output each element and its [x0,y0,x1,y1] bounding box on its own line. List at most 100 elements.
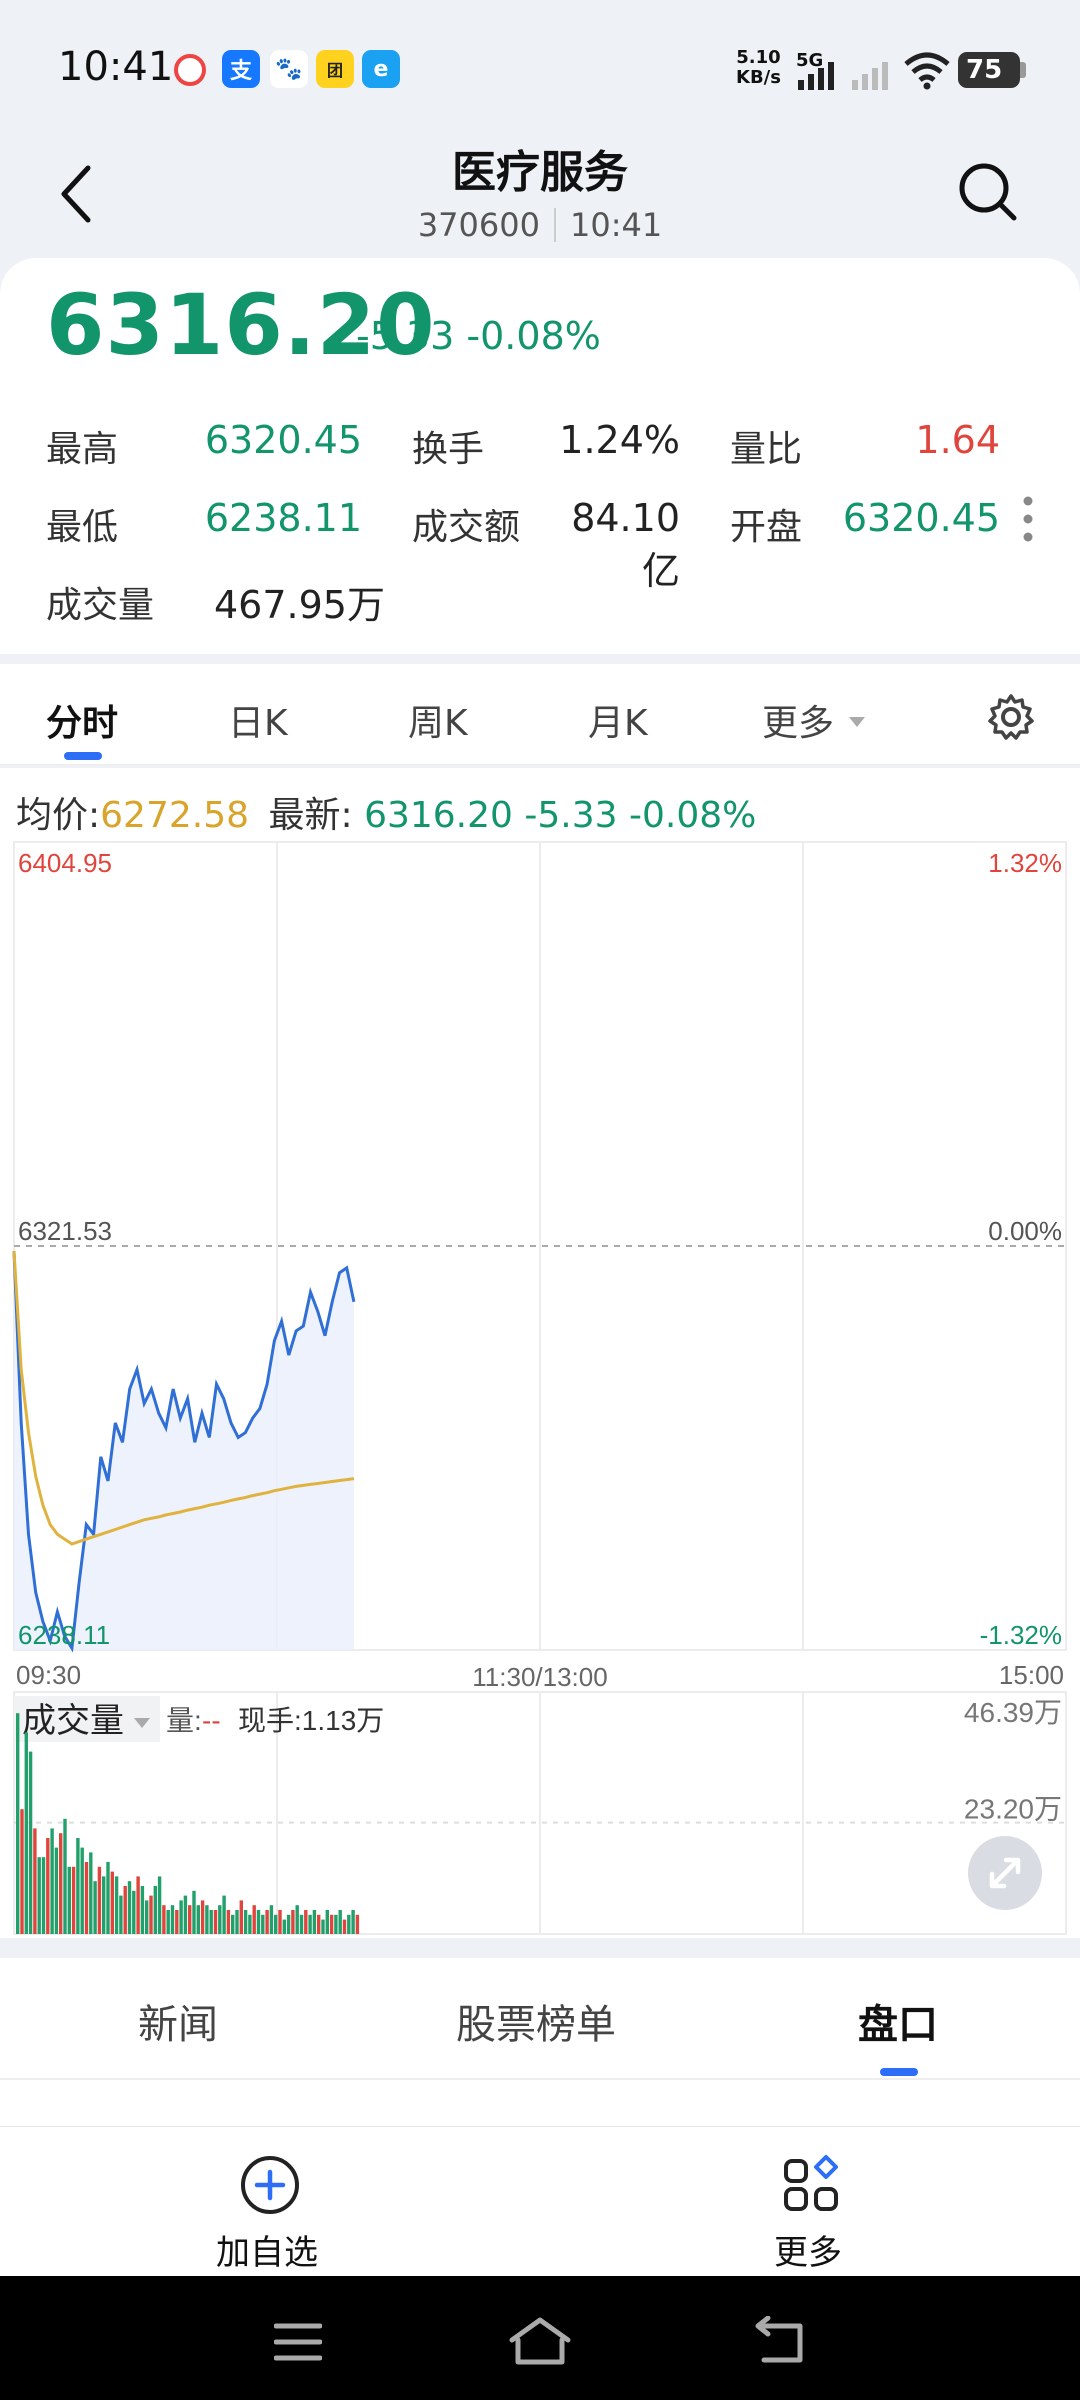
volume-bar [80,1847,84,1934]
tab-more[interactable]: 更多 [762,694,866,746]
settings-gear-icon[interactable] [986,692,1036,742]
chart-legend: 均价:6272.58 最新: 6316.20 -5.33 -0.08% [16,795,757,836]
signal-icon [798,62,834,90]
volume-bar [145,1900,149,1934]
volume-bar [338,1910,342,1934]
search-icon[interactable] [956,160,1020,224]
volume-bar [59,1833,63,1934]
tab-news[interactable]: 新闻 [138,2002,218,2048]
open-value: 6320.45 [842,496,1000,540]
tab-intraday[interactable]: 分时 [46,703,119,744]
more-actions-button[interactable]: 更多 [740,2143,880,2273]
info-tab-indicator [880,2068,918,2076]
volume-bar [355,1914,360,1934]
avg-price: 6272.58 [100,795,250,836]
tab-stock-rankings[interactable]: 股票榜单 [456,2002,616,2048]
volume-dropdown-caret-icon [134,1718,150,1728]
volume-bar [84,1862,89,1934]
volume-bar [222,1895,226,1934]
back-nav-icon[interactable] [754,2316,808,2366]
volume-bar [46,1838,50,1934]
volume-bar [317,1914,321,1934]
volume-bar [33,1828,37,1934]
network-speed: 5.10 KB/s [736,47,781,88]
status-bar: 10:41 支 🐾 团 e 5.10 KB/s 5G 75 [0,0,1080,130]
price-line [12,1250,356,1653]
quote-time: 10:41 [569,206,663,244]
volume-bar [308,1914,312,1934]
volume-bar [50,1828,54,1934]
turnover-value: 1.24% [559,418,680,462]
volume-bar [261,1914,265,1934]
volume-bar [347,1914,351,1934]
caret-down-icon [849,717,866,727]
stock-code: 370600 [417,206,540,244]
chart-canvas: 6404.95 6321.53 6238.11 1.32% 0.00% -1.32% 09:… [12,841,1067,1935]
volume-bar [71,1866,76,1934]
volume-bar [20,1809,24,1934]
volume-bar [179,1900,183,1934]
baidu-app-icon: 🐾 [270,50,308,88]
volume-bar [37,1857,41,1934]
tab-order-book[interactable]: 盘口 [858,2002,938,2048]
volume-bar [149,1895,153,1934]
volume-bar [67,1866,71,1934]
home-nav-icon[interactable] [508,2316,572,2366]
volume-bar [334,1914,338,1934]
volume-bar [127,1881,132,1934]
app-notification-icon: e [362,50,400,88]
volume-bar [226,1910,231,1934]
tab-monthly-k[interactable]: 月K [588,703,648,744]
volume-bar [166,1910,170,1934]
volume-bar [106,1862,110,1934]
volume-bar [192,1890,196,1934]
volume-bar [114,1876,119,1934]
volume-bar [321,1919,325,1934]
amount-label: 成交额 [412,507,521,548]
volume-bar [295,1905,299,1934]
volume-bar [102,1876,106,1934]
price-area-fill [14,1251,354,1650]
volume-bar [28,1751,33,1934]
volume-bar [153,1886,157,1934]
volume-bar [235,1910,239,1934]
volume-bar [196,1905,200,1934]
volume-bar [89,1852,93,1934]
low-label: 最低 [46,507,119,548]
volume-bar [286,1914,291,1934]
volume-bar [76,1838,80,1934]
add-watchlist-button[interactable]: 加自选 [200,2143,340,2273]
fullscreen-button[interactable] [968,1836,1042,1910]
volume-qty-value: -- [202,1705,221,1736]
volume-bar [140,1886,145,1934]
alipay-app-icon: 支 [222,50,260,88]
page-title: 医疗服务 [452,147,628,198]
volume-bar [205,1905,209,1934]
volume-bar [132,1890,136,1934]
x-label-close: 15:00 [999,1660,1064,1690]
tab-daily-k[interactable]: 日K [228,703,288,744]
volume-bar [188,1905,192,1934]
intraday-chart[interactable]: 均价:6272.58 最新: 6316.20 -5.33 -0.08% 6404… [0,768,1080,1938]
more-actions-label: 更多 [774,2233,842,2273]
volume-ratio-value: 1.64 [915,418,1000,462]
volume-bar [342,1919,347,1934]
x-label-midday: 11:30/13:00 [472,1662,607,1692]
more-vertical-icon[interactable] [1020,494,1036,544]
volume-bar [304,1910,308,1934]
volume-ratio-label: 量比 [730,429,803,470]
volume-bar [218,1905,222,1934]
volume-bar [312,1910,317,1934]
volume-bar [119,1895,123,1934]
volume-bar [93,1881,97,1934]
back-icon[interactable] [56,164,96,224]
volume-bar [54,1847,59,1934]
tab-weekly-k[interactable]: 周K [408,703,468,744]
volume-bar [269,1905,274,1934]
volume-bar [274,1914,278,1934]
menu-nav-icon[interactable] [274,2322,322,2362]
tab-indicator [64,752,102,760]
system-navigation-bar [0,2276,1080,2400]
volume-bar [325,1910,329,1934]
y-label-bottom: 6238.11 [18,1620,110,1650]
